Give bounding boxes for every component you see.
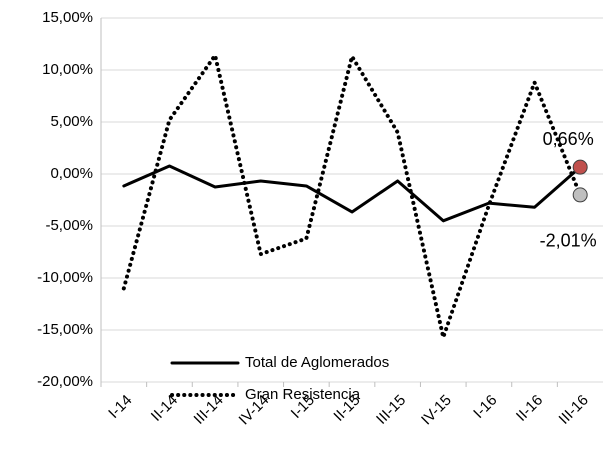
point-marker [572,159,588,175]
data-label: 0,66% [543,129,594,149]
x-tick-label: I-14 [105,392,135,422]
legend-label: Gran Resistencia [245,386,361,403]
x-tick-label: III-15 [373,392,409,428]
y-tick-label: 0,00% [50,165,93,182]
data-label: -2,01% [540,231,597,251]
y-tick-label: -20,00% [37,373,93,390]
x-tick-label: II-14 [148,392,181,425]
y-tick-label: -15,00% [37,321,93,338]
y-tick-label: -5,00% [45,217,93,234]
y-tick-label: -10,00% [37,269,93,286]
x-tick-label: IV-15 [418,392,455,429]
legend-label: Total de Aglomerados [245,354,389,371]
y-tick-label: 15,00% [42,9,93,26]
y-tick-label: 10,00% [42,61,93,78]
series-line [122,164,582,223]
x-tick-label: I-16 [470,392,500,422]
point-marker [572,187,588,203]
y-tick-label: 5,00% [50,113,93,130]
series-line [121,53,583,340]
x-tick-label: III-14 [191,392,227,428]
x-tick-label: III-16 [556,392,592,428]
x-tick-label: II-16 [513,392,546,425]
legend-background [168,352,448,374]
